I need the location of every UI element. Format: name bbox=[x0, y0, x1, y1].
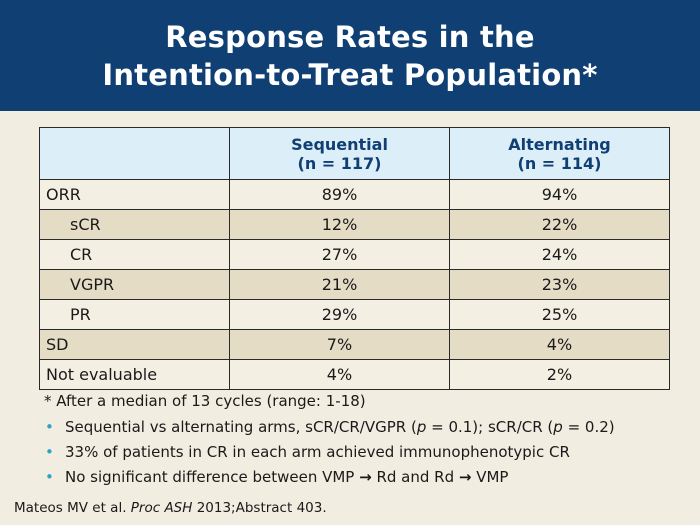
bullet-3-post: VMP bbox=[471, 468, 509, 486]
table-row: VGPR 21% 23% bbox=[39, 269, 670, 300]
title-banner: Response Rates in the Intention-to-Treat… bbox=[0, 0, 700, 111]
title-line-1: Response Rates in the bbox=[165, 20, 535, 54]
citation-journal: Proc ASH bbox=[130, 500, 193, 516]
slide-title: Response Rates in the Intention-to-Treat… bbox=[0, 18, 700, 94]
bullet-1-pre: Sequential vs alternating arms, sCR/CR/V… bbox=[65, 418, 417, 436]
citation: Mateos MV et al. Proc ASH 2013;Abstract … bbox=[14, 500, 327, 516]
alternating-value: 25% bbox=[449, 299, 670, 330]
bullet-dot-icon: • bbox=[45, 418, 54, 436]
table-row: CR 27% 24% bbox=[39, 239, 670, 270]
table-row: PR 29% 25% bbox=[39, 299, 670, 330]
right-arrow-icon: → bbox=[359, 468, 372, 486]
sequential-value: 4% bbox=[229, 359, 450, 390]
header-corner-cell bbox=[39, 127, 230, 180]
sequential-value: 89% bbox=[229, 179, 450, 210]
bullet-dot-icon: • bbox=[45, 468, 54, 486]
bullet-item-3: • No significant difference between VMP … bbox=[44, 468, 684, 486]
bullet-3-mid: Rd and Rd bbox=[371, 468, 459, 486]
header-alternating-n: (n = 114) bbox=[517, 153, 602, 173]
bullet-item-1: • Sequential vs alternating arms, sCR/CR… bbox=[44, 418, 684, 436]
row-label: VGPR bbox=[39, 269, 230, 300]
citation-authors: Mateos MV et al. bbox=[14, 500, 131, 516]
alternating-value: 94% bbox=[449, 179, 670, 210]
bullet-1-p-value-label-2: p bbox=[553, 418, 563, 436]
alternating-value: 24% bbox=[449, 239, 670, 270]
response-rates-table: Sequential (n = 117) Alternating (n = 11… bbox=[39, 127, 670, 390]
footnote: * After a median of 13 cycles (range: 1-… bbox=[44, 392, 366, 410]
bullet-1-p-value-label: p bbox=[416, 418, 427, 436]
sequential-value: 27% bbox=[229, 239, 450, 270]
header-alternating: Alternating (n = 114) bbox=[449, 127, 670, 180]
header-sequential: Sequential (n = 117) bbox=[229, 127, 450, 180]
bullet-item-2: • 33% of patients in CR in each arm achi… bbox=[44, 443, 684, 461]
row-label: CR bbox=[39, 239, 230, 270]
row-label: SD bbox=[39, 329, 230, 360]
table-row: SD 7% 4% bbox=[39, 329, 670, 360]
table-header-row: Sequential (n = 117) Alternating (n = 11… bbox=[39, 127, 670, 180]
row-label: Not evaluable bbox=[39, 359, 230, 390]
header-alternating-name: Alternating bbox=[508, 134, 611, 154]
notes-section: * After a median of 13 cycles (range: 1-… bbox=[44, 392, 684, 493]
header-sequential-n: (n = 117) bbox=[297, 153, 382, 173]
row-label: sCR bbox=[39, 209, 230, 240]
row-label: ORR bbox=[39, 179, 230, 210]
right-arrow-icon: → bbox=[458, 468, 472, 486]
sequential-value: 7% bbox=[229, 329, 450, 360]
bullet-list: • Sequential vs alternating arms, sCR/CR… bbox=[44, 418, 684, 486]
table-row: sCR 12% 22% bbox=[39, 209, 670, 240]
sequential-value: 12% bbox=[229, 209, 450, 240]
alternating-value: 23% bbox=[449, 269, 670, 300]
sequential-value: 21% bbox=[229, 269, 450, 300]
header-sequential-name: Sequential bbox=[291, 134, 388, 154]
sequential-value: 29% bbox=[229, 299, 450, 330]
bullet-1-mid: = 0.1); sCR/CR ( bbox=[426, 418, 554, 436]
bullet-dot-icon: • bbox=[45, 443, 54, 461]
citation-rest: 2013;Abstract 403. bbox=[192, 500, 327, 516]
table-row: Not evaluable 4% 2% bbox=[39, 359, 670, 390]
bullet-3-pre: No significant difference between VMP bbox=[65, 468, 360, 486]
table-row: ORR 89% 94% bbox=[39, 179, 670, 210]
title-line-2: Intention-to-Treat Population* bbox=[102, 58, 598, 92]
alternating-value: 4% bbox=[449, 329, 670, 360]
bullet-2-text: 33% of patients in CR in each arm achiev… bbox=[65, 443, 570, 461]
alternating-value: 22% bbox=[449, 209, 670, 240]
row-label: PR bbox=[39, 299, 230, 330]
alternating-value: 2% bbox=[449, 359, 670, 390]
bullet-1-post: = 0.2) bbox=[562, 418, 615, 436]
